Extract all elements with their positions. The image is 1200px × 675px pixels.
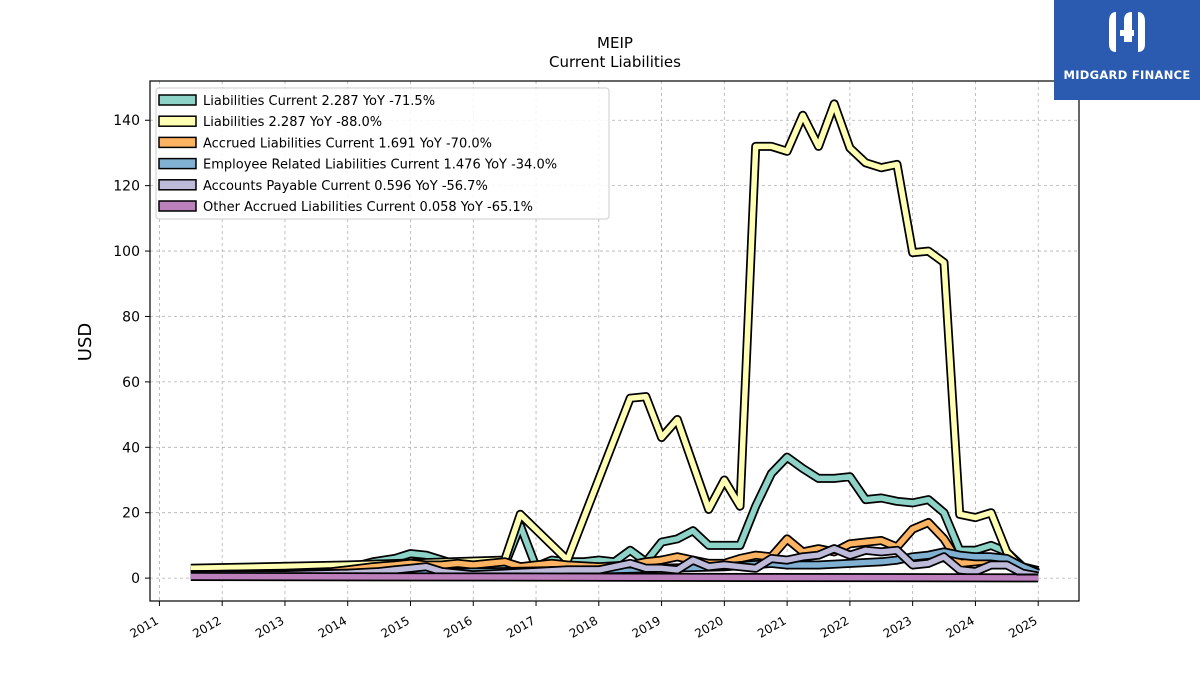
y-tick-label: 140 xyxy=(113,113,140,129)
x-tick-label: 2025 xyxy=(1006,613,1039,640)
legend-label: Employee Related Liabilities Current 1.4… xyxy=(203,158,557,173)
brand-mark-icon xyxy=(1109,12,1145,52)
x-tick-label: 2017 xyxy=(504,613,537,640)
y-tick-label: 40 xyxy=(122,440,140,456)
y-tick-label: 0 xyxy=(131,571,140,587)
x-tick-label: 2022 xyxy=(818,613,851,640)
legend: Liabilities Current 2.287 YoY -71.5% Liab… xyxy=(155,87,610,220)
x-tick-label: 2015 xyxy=(379,613,412,640)
x-tick-label: 2014 xyxy=(316,613,349,640)
x-tick-label: 2023 xyxy=(881,613,914,640)
legend-swatch xyxy=(158,179,197,191)
y-axis-label: USD xyxy=(75,323,96,361)
legend-swatch xyxy=(158,94,197,106)
y-tick-label: 80 xyxy=(122,309,140,325)
x-tick-label: 2020 xyxy=(692,613,725,640)
legend-label: Accrued Liabilities Current 1.691 YoY -7… xyxy=(203,136,492,151)
y-tick-label: 120 xyxy=(113,179,140,195)
x-tick-label: 2012 xyxy=(190,613,223,640)
legend-swatch xyxy=(158,115,197,127)
series-line-5 xyxy=(190,545,1039,579)
series-line-2 xyxy=(190,101,1039,574)
series-line-6 xyxy=(190,573,1039,581)
y-tick-label: 20 xyxy=(122,506,140,522)
legend-swatch xyxy=(158,136,197,149)
legend-swatch xyxy=(158,157,197,170)
y-tick-label: 100 xyxy=(113,244,140,260)
brand-logo: MIDGARD FINANCE xyxy=(1054,0,1200,100)
legend-label: Accounts Payable Current 0.596 YoY -56.7… xyxy=(203,179,488,194)
x-tick-label: 2021 xyxy=(755,613,788,640)
legend-label: Liabilities 2.287 YoY -88.0% xyxy=(203,115,382,130)
x-tick-label: 2013 xyxy=(253,613,286,640)
plot-frame xyxy=(149,80,1080,602)
y-tick-label: 60 xyxy=(122,375,140,391)
legend-label: Other Accrued Liabilities Current 0.058 … xyxy=(203,200,533,215)
x-tick-label: 2018 xyxy=(567,613,600,640)
x-tick-label: 2011 xyxy=(127,613,160,640)
brand-name: MIDGARD FINANCE xyxy=(1063,68,1191,82)
x-tick-label: 2019 xyxy=(630,613,663,640)
chart-subtitle: Current Liabilities xyxy=(549,53,681,71)
series-layer xyxy=(190,99,1040,583)
legend-box xyxy=(155,87,610,220)
legend-swatch xyxy=(158,200,197,212)
legend-label: Liabilities Current 2.287 YoY -71.5% xyxy=(203,94,435,109)
x-tick-label: 2016 xyxy=(441,613,474,640)
x-tick-label: 2024 xyxy=(943,613,976,640)
chart-title: MEIP xyxy=(597,34,633,52)
